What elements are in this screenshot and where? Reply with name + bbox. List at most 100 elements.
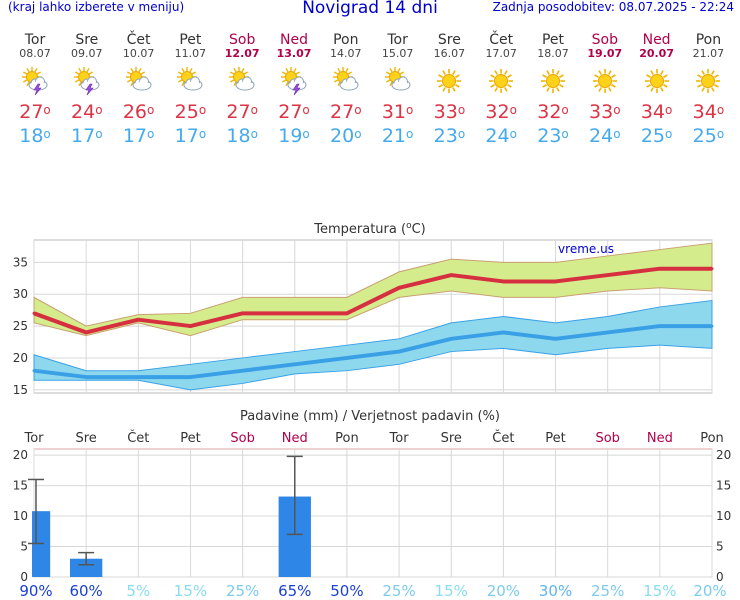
day-column: Čet 17.07 32o 24o (475, 32, 527, 148)
sun-ray (546, 87, 550, 92)
day-name: Tor (387, 32, 408, 48)
temperature-point (554, 337, 558, 341)
degree-sign: o (406, 127, 414, 141)
precipitation-bar (69, 558, 103, 577)
max-temperature: 32o (485, 101, 517, 123)
sun-ray (36, 71, 42, 75)
day-name: Pet (541, 32, 565, 48)
min-temperature: 18o (19, 125, 51, 147)
page-title: Novigrad 14 dni (302, 0, 438, 18)
sun-ray (129, 81, 134, 87)
sun-ray (598, 70, 602, 75)
sun-ray (26, 67, 30, 73)
temperature-point (449, 273, 453, 277)
precipitation-probability: 30% (539, 582, 572, 600)
max-temperature: 33o (589, 101, 621, 123)
precipitation-probability: 25% (226, 582, 259, 600)
temperature-point (397, 286, 401, 290)
precipitation-probability: 50% (330, 582, 363, 600)
sun-ray (385, 71, 390, 75)
min-temperature: 17o (174, 125, 207, 147)
degree-sign: o (716, 103, 725, 117)
sun-ray (345, 67, 349, 73)
sun-ray (241, 67, 245, 73)
day-date: 21.07 (692, 47, 725, 60)
day-column: Ned 20.07 34o 25o (631, 32, 683, 148)
sun-ray (607, 87, 612, 92)
min-temperature: 24o (589, 125, 621, 147)
degree-sign: o (198, 103, 207, 117)
temperature-point (501, 279, 505, 283)
sun-ray (438, 74, 444, 78)
min-temperature: 25o (640, 125, 673, 147)
precipitation-probability: 90% (19, 582, 52, 600)
degree-sign: o (250, 127, 258, 141)
sun-icon (489, 69, 514, 93)
degree-sign: o (613, 103, 621, 117)
sun-ray (347, 71, 352, 75)
degree-sign: o (147, 127, 155, 141)
sun-icon (592, 69, 617, 93)
sun-ray (714, 74, 720, 78)
precipitation-probability: 60% (69, 582, 102, 600)
sun-ray (337, 67, 341, 73)
sun-ray (610, 74, 616, 78)
sun-ray (649, 87, 654, 92)
sun-ray (507, 84, 512, 88)
plot-area (33, 448, 713, 578)
y-tick-label-right: 10 (716, 509, 731, 523)
x-tick-label: Sob (595, 431, 619, 446)
sun-ray (181, 67, 185, 73)
sun-ray (659, 87, 664, 92)
location-menu-hint[interactable]: (kraj lahko izberete v meniju) (8, 0, 185, 14)
y-tick-label-right: 20 (716, 448, 731, 462)
min-temperature: 21o (381, 125, 414, 147)
degree-sign: o (665, 127, 673, 141)
temperature-point (136, 318, 140, 322)
sun-ray (452, 70, 457, 75)
sun-ray (645, 84, 651, 88)
sun-ray (507, 74, 512, 78)
day-column: Ned 13.07 27o 19o (268, 32, 320, 148)
min-temperature-band (33, 299, 713, 391)
sun-ray (244, 71, 249, 75)
day-name: Tor (24, 32, 46, 48)
max-temperature: 34o (640, 101, 673, 123)
sun-ray (494, 87, 499, 92)
cloud-fill (340, 81, 357, 90)
last-update: Zadnja posodobitev: 08.07.2025 - 22:24 (492, 0, 734, 14)
day-name: Pet (179, 32, 202, 48)
x-tick-label: Tor (389, 431, 410, 446)
day-name: Sre (437, 32, 461, 48)
degree-sign: o (43, 127, 51, 141)
cloud-shape (339, 76, 359, 91)
day-column: Pet 11.07 25o 17o (164, 32, 216, 148)
temperature-point (136, 375, 140, 379)
sun-ray (233, 67, 237, 73)
x-tick-label: Čet (127, 430, 149, 446)
x-tick-label: Čet (492, 430, 514, 446)
sun-icon (644, 69, 669, 93)
degree-sign: o (95, 127, 103, 141)
sun-ray (442, 70, 447, 75)
precipitation-probability: 65% (278, 582, 311, 600)
precipitation-probability: 25% (382, 582, 415, 600)
watermark-vreme: vreme.us (558, 242, 614, 256)
day-name: Pon (333, 32, 359, 48)
degree-sign: o (561, 127, 569, 141)
sun-cloud-thunder-icon (73, 67, 100, 96)
sun-ray (181, 81, 185, 87)
temperature-point (606, 330, 610, 334)
sun-ray (697, 74, 703, 78)
degree-sign: o (509, 103, 517, 117)
sun-ray (140, 71, 145, 75)
sun-ray (559, 84, 564, 88)
day-column: Sre 16.07 33o 23o (423, 32, 475, 148)
lightning-bolt (33, 83, 42, 96)
max-temperature: 26o (122, 101, 155, 123)
x-tick-label: Pon (700, 431, 724, 446)
degree-sign: o (250, 103, 258, 117)
y-tick-label-right: 15 (716, 479, 731, 493)
degree-sign: o (457, 103, 466, 117)
day-name: Sre (75, 32, 99, 48)
